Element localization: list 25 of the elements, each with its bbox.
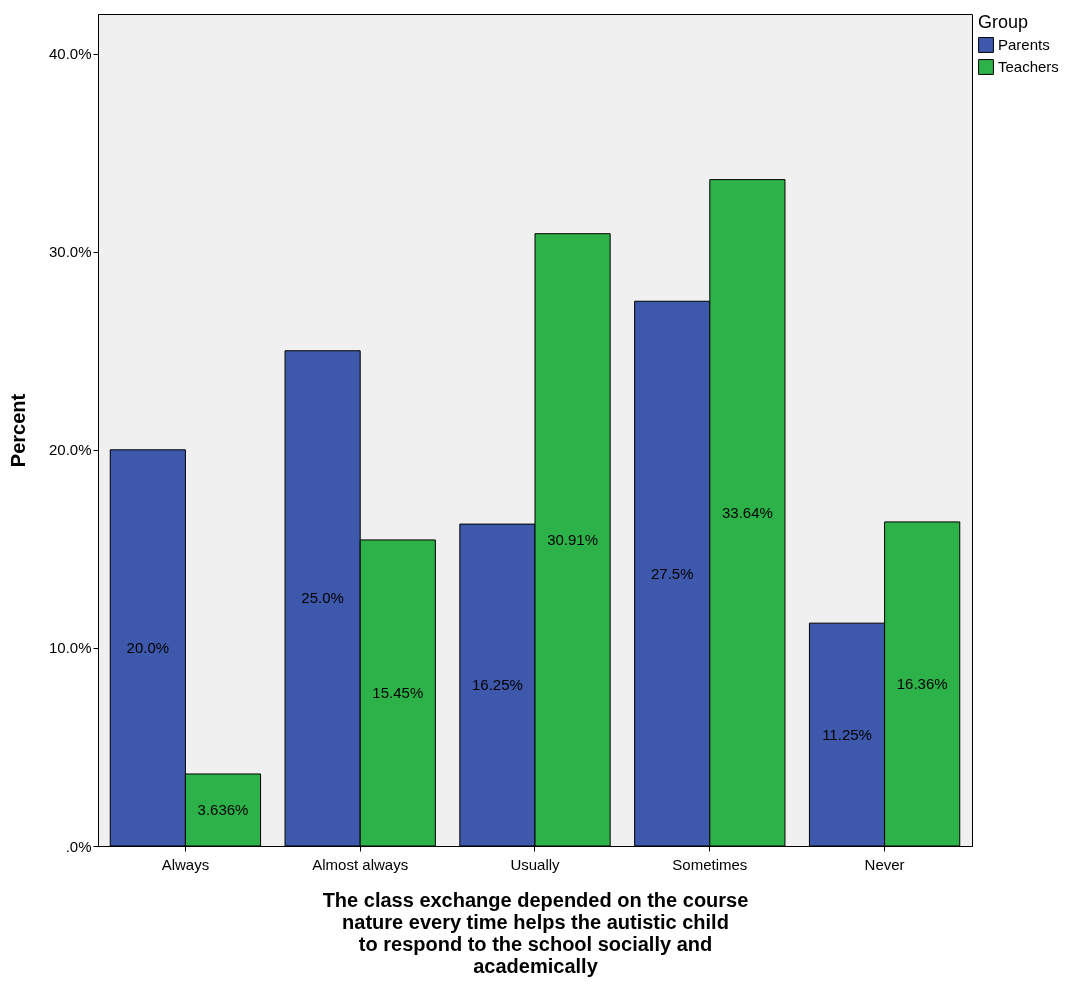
y-tick-label: 20.0% (48, 441, 92, 459)
data-label: 15.45% (372, 683, 424, 701)
data-label: 3.636% (197, 800, 249, 818)
data-label: 16.25% (471, 676, 523, 694)
x-tick-label: Sometimes (672, 855, 748, 873)
legend-label: Parents (998, 36, 1050, 53)
y-tick-label: 10.0% (48, 639, 92, 657)
x-tick-label: Usually (510, 855, 561, 873)
data-label: 25.0% (301, 589, 344, 607)
x-tick-label: Always (161, 855, 210, 873)
x-tick-label: Never (864, 855, 905, 873)
y-tick-label: .0% (65, 837, 92, 855)
legend-title: Group (978, 12, 1029, 32)
data-label: 20.0% (126, 638, 170, 656)
data-label: 16.36% (896, 674, 948, 692)
data-label: 27.5% (650, 564, 694, 582)
data-label: 33.64% (721, 503, 773, 521)
x-tick-label: Almost always (312, 855, 409, 873)
data-label: 30.91% (547, 530, 599, 548)
y-tick-label: 40.0% (48, 45, 92, 63)
y-tick-label: 30.0% (48, 243, 92, 261)
data-label: 11.25% (822, 725, 872, 743)
x-axis-title: The class exchange depended on the course nature every time helps the autistic child to respond to the school socially and academically (322, 888, 749, 977)
legend-label: Teachers (998, 58, 1059, 75)
y-axis-title: Percent (6, 393, 29, 468)
